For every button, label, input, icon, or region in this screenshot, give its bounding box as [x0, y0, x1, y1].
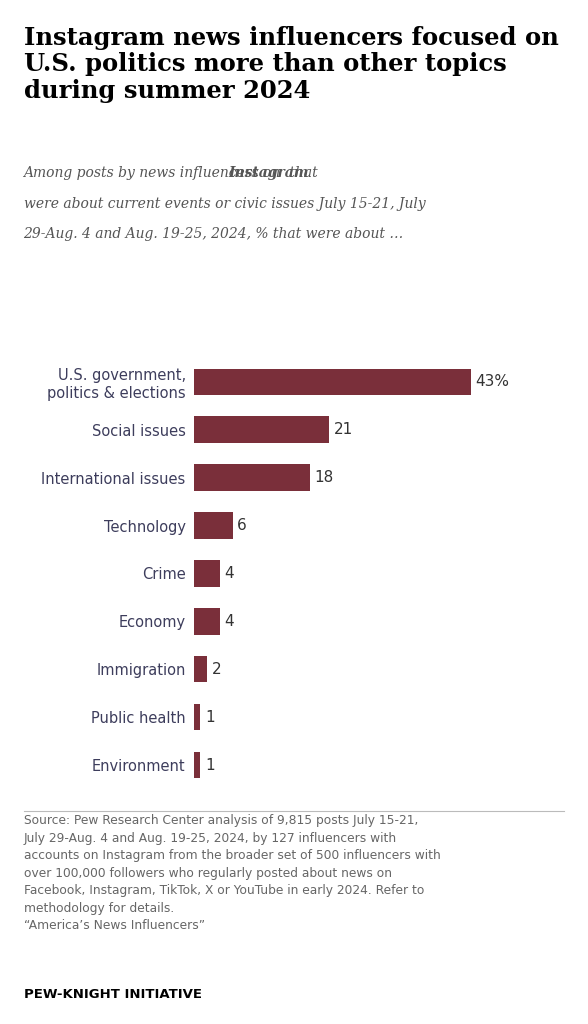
- Bar: [194, 465, 310, 490]
- Text: 1: 1: [205, 710, 215, 725]
- Bar: [194, 752, 201, 778]
- Bar: [194, 656, 207, 682]
- Bar: [194, 560, 220, 587]
- Text: 21: 21: [334, 422, 353, 437]
- Text: 18: 18: [315, 470, 334, 485]
- Bar: [194, 608, 220, 635]
- Text: 4: 4: [225, 613, 234, 629]
- Text: 4: 4: [225, 566, 234, 581]
- Text: Instagram: Instagram: [228, 166, 309, 180]
- Bar: [194, 417, 329, 442]
- Text: were about current events or civic issues July 15-21, July: were about current events or civic issue…: [24, 197, 425, 211]
- Text: 1: 1: [205, 758, 215, 773]
- Text: Instagram news influencers focused on
U.S. politics more than other topics
durin: Instagram news influencers focused on U.…: [24, 26, 558, 103]
- Text: Source: Pew Research Center analysis of 9,815 posts July 15-21,
July 29-Aug. 4 a: Source: Pew Research Center analysis of …: [24, 814, 440, 932]
- Bar: [194, 369, 471, 395]
- Text: 6: 6: [237, 518, 247, 534]
- Bar: [194, 512, 233, 539]
- Text: 29-Aug. 4 and Aug. 19-25, 2024, % that were about …: 29-Aug. 4 and Aug. 19-25, 2024, % that w…: [24, 227, 404, 242]
- Text: Among posts by news influencers on: Among posts by news influencers on: [24, 166, 285, 180]
- Text: PEW-KNIGHT INITIATIVE: PEW-KNIGHT INITIATIVE: [24, 988, 202, 1001]
- Text: that: that: [285, 166, 318, 180]
- Text: 2: 2: [212, 662, 221, 677]
- Text: 43%: 43%: [476, 374, 510, 389]
- Bar: [194, 705, 201, 730]
